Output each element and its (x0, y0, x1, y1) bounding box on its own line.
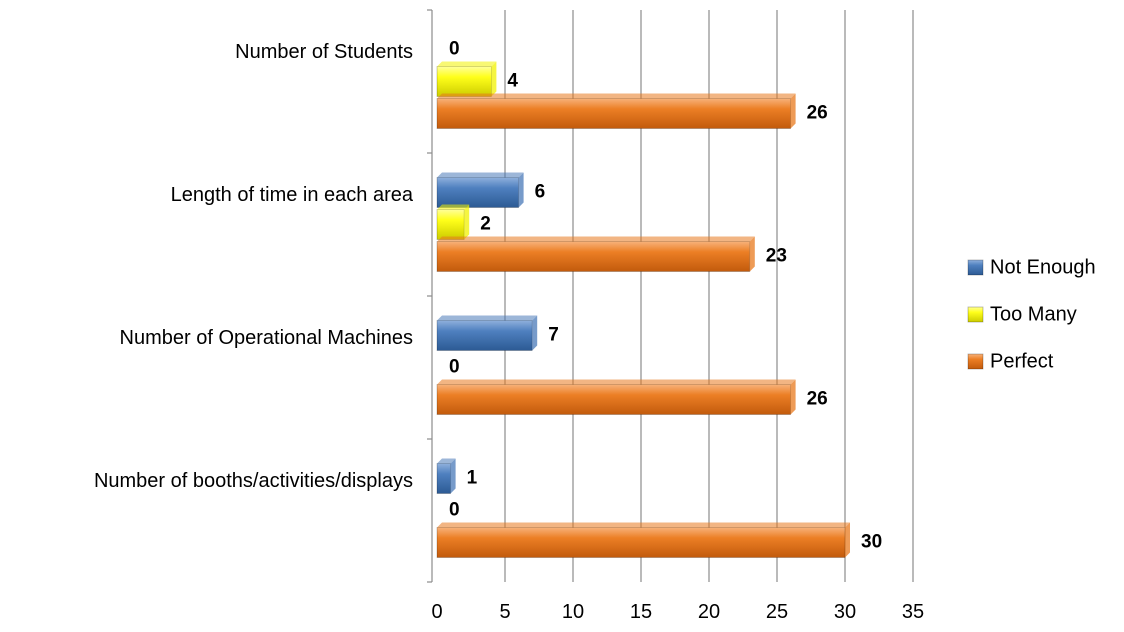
bar-top-face (437, 236, 755, 242)
bar-too-many (436, 66, 492, 97)
bar-end-face (845, 522, 850, 558)
bar-end-face (464, 204, 470, 240)
legend-label: Too Many (990, 303, 1077, 325)
category-label: Number of Students (235, 41, 413, 63)
data-label: 26 (807, 103, 828, 124)
data-label: 0 (449, 357, 460, 378)
x-tick-label: 35 (902, 601, 924, 623)
bars (436, 61, 850, 558)
bar-top-face (437, 172, 524, 178)
legend: Not Enough Too Many Perfect (967, 256, 1096, 372)
legend-label: Perfect (990, 350, 1054, 372)
bar-end-face (749, 236, 755, 272)
bar-end-face (518, 172, 524, 208)
bar-perfect (436, 241, 751, 272)
bar-not-enough (436, 177, 519, 208)
bar-not-enough (436, 320, 533, 351)
x-tick-label: 0 (431, 601, 442, 623)
x-tick-label: 20 (698, 601, 720, 623)
category-label: Number of Operational Machines (120, 327, 413, 349)
bar-perfect (436, 384, 792, 415)
data-label: 7 (548, 325, 559, 346)
bar-top-face (437, 61, 497, 67)
x-tick-label: 5 (499, 601, 510, 623)
bar-top-face (437, 315, 538, 321)
data-label: 0 (449, 39, 460, 60)
data-label: 2 (480, 214, 491, 235)
bar-top-face (437, 379, 796, 385)
legend-label: Not Enough (990, 256, 1096, 278)
bar-too-many (436, 209, 465, 240)
legend-swatch (967, 306, 984, 323)
bar-end-face (790, 93, 796, 129)
legend-swatch (967, 259, 984, 276)
bar-end-face (491, 61, 497, 97)
bar-end-face (450, 458, 456, 494)
data-label: 26 (807, 389, 828, 410)
bar-end-face (790, 379, 796, 415)
category-labels: Number of Students Length of time in each… (94, 41, 414, 492)
x-tick-label: 15 (630, 601, 652, 623)
bar-perfect (436, 527, 846, 558)
bar-top-face (437, 93, 796, 99)
bar-top-face (437, 458, 456, 464)
data-label: 6 (535, 182, 546, 203)
bar-perfect (436, 98, 792, 129)
bar-top-face (437, 204, 470, 210)
y-axis (427, 9, 433, 583)
x-tick-labels: 0 5 10 15 20 25 30 35 (431, 601, 924, 623)
data-label: 4 (507, 71, 518, 92)
bar-end-face (532, 315, 538, 351)
legend-swatch (967, 353, 984, 370)
bar-not-enough (436, 463, 452, 494)
data-label: 0 (449, 500, 460, 521)
data-label: 30 (861, 532, 882, 553)
data-label: 1 (467, 468, 478, 489)
x-tick-label: 25 (766, 601, 788, 623)
category-label: Length of time in each area (171, 184, 414, 206)
x-tick-label: 10 (562, 601, 584, 623)
data-label: 23 (766, 246, 787, 267)
bar-top-face (437, 522, 850, 528)
x-tick-label: 30 (834, 601, 856, 623)
category-label: Number of booths/activities/displays (94, 470, 413, 492)
